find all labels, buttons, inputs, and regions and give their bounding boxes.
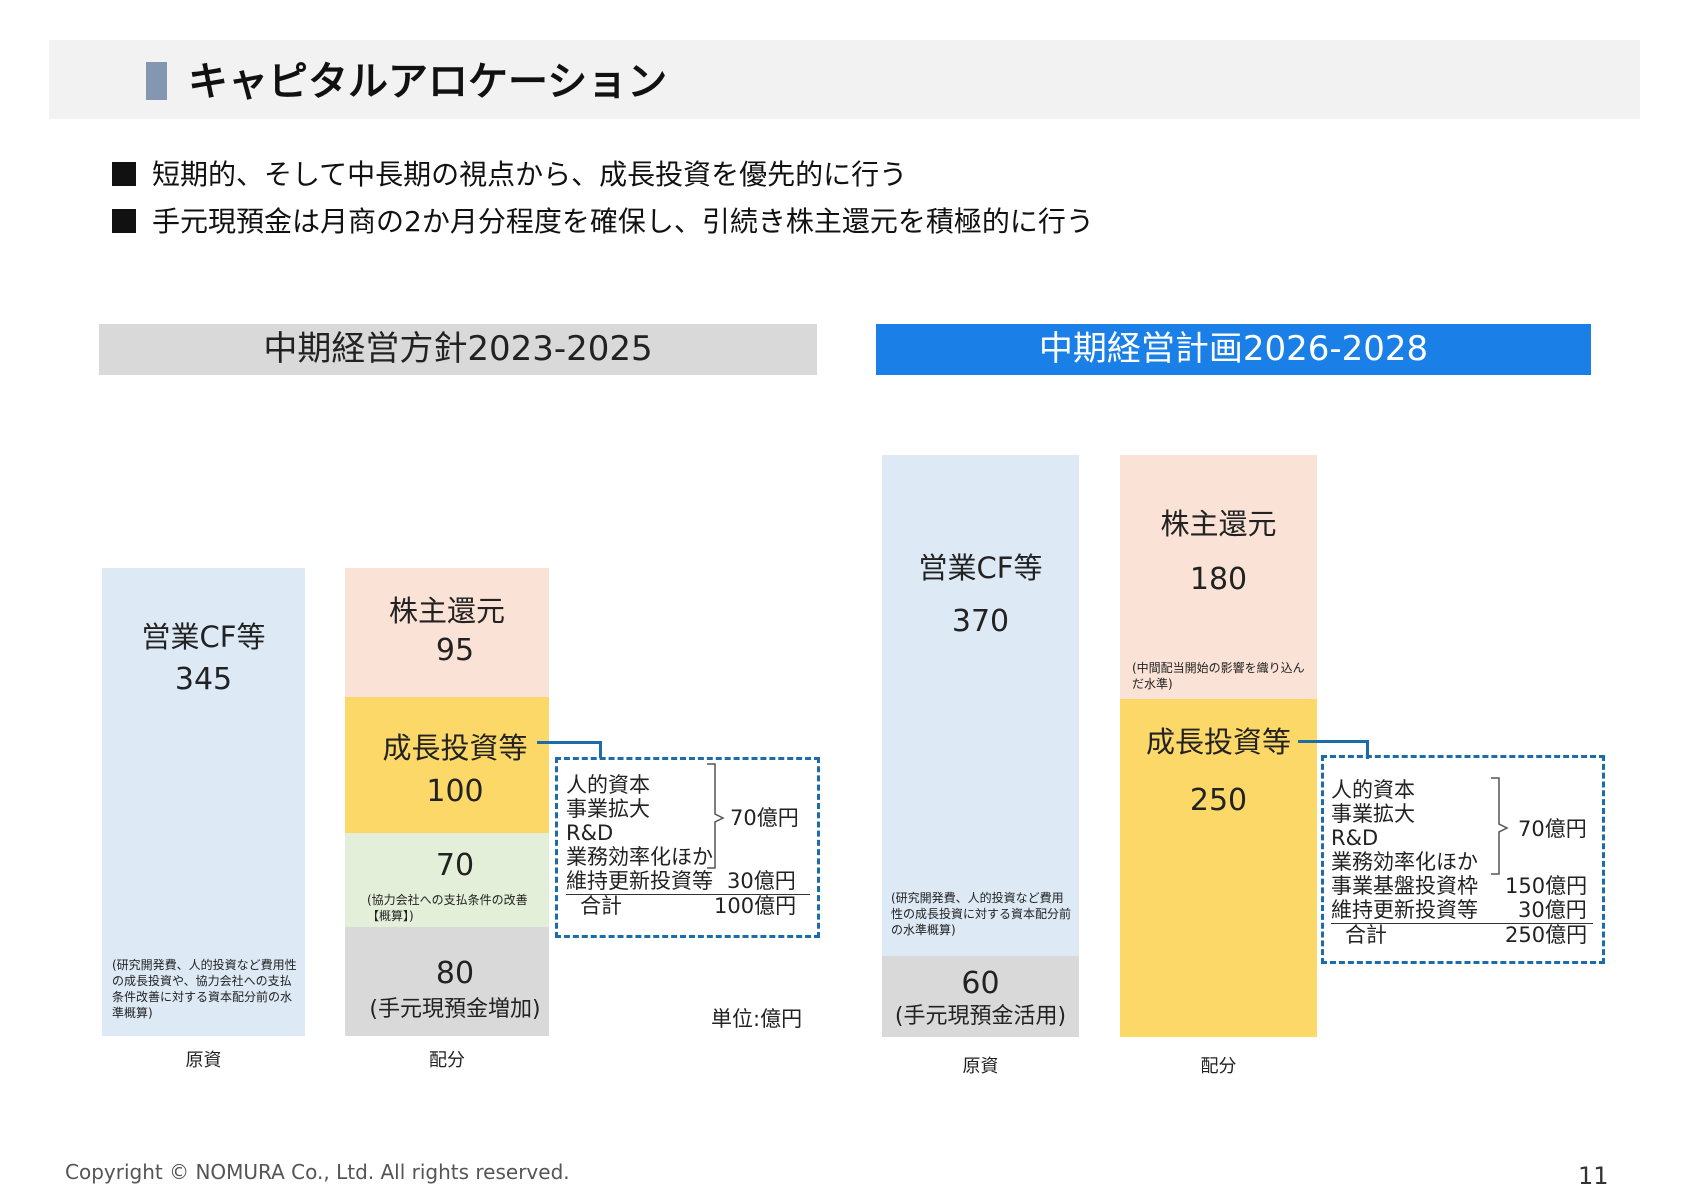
breakdown-row-amount: 30億円 <box>1518 898 1587 922</box>
breakdown-total-amount: 100億円 <box>714 894 797 918</box>
bar-label-operating-cf: 営業CF等 <box>141 620 266 654</box>
breakdown-item: 人的資本 <box>1331 778 1415 802</box>
plan-section-header: 中期経営計画2026-2028 <box>876 324 1591 375</box>
breakdown-row-amount: 150億円 <box>1505 874 1588 898</box>
breakdown-row-label: 維持更新投資等 <box>1331 898 1478 922</box>
breakdown-brace-icon <box>707 763 725 869</box>
growth-connector-line <box>537 741 602 758</box>
policy-section-header: 中期経営方針2023-2025 <box>99 324 817 375</box>
page-title: キャピタルアロケーション <box>188 59 668 105</box>
bullet-2: 手元現預金は月商の2か月分程度を確保し、引続き株主還元を積極的に行う <box>112 204 1094 240</box>
bar-shareholder-return <box>1120 455 1317 699</box>
breakdown-item: R&D <box>566 821 614 845</box>
bullet-square-icon <box>112 209 136 233</box>
bar-note-shareholder-return: (中間配当開始の影響を織り込んだ水準) <box>1132 661 1305 691</box>
bar-note-operating-cf: (研究開発費、人的投資など費用性の成長投資や、協力会社への支払条件改善に対する資… <box>112 958 297 1020</box>
bar-label-operating-cf: 営業CF等 <box>918 551 1043 585</box>
bullet-square-icon <box>112 162 136 186</box>
x-tick-label: 配分 <box>429 1050 465 1071</box>
copyright: Copyright © NOMURA Co., Ltd. All rights … <box>65 1160 570 1184</box>
page-number: 11 <box>1578 1162 1609 1190</box>
growth-breakdown-box <box>1321 755 1605 964</box>
breakdown-item: 業務効率化ほか <box>1331 850 1478 874</box>
breakdown-item: 事業拡大 <box>1331 802 1415 826</box>
breakdown-item: R&D <box>1331 826 1379 850</box>
breakdown-total-amount: 250億円 <box>1505 923 1588 947</box>
bar-note-partner-terms: (協力会社への支払条件の改善【概算】) <box>367 893 528 923</box>
bar-partner-terms <box>345 832 549 928</box>
bar-value-growth-investment: 250 <box>1189 783 1248 818</box>
breakdown-item: 事業拡大 <box>566 797 650 821</box>
bar-shareholder-return <box>345 568 549 697</box>
bar-source-operating-cf <box>882 455 1079 956</box>
bar-cash-increase <box>345 927 549 1036</box>
bar-label-growth-investment: 成長投資等 <box>382 731 528 765</box>
unit-label: 単位:億円 <box>711 1007 803 1031</box>
breakdown-grouped-amount: 70億円 <box>730 806 799 830</box>
breakdown-row-label: 維持更新投資等 <box>566 869 713 893</box>
bar-label-cash-increase: (手元現預金増加) <box>369 997 541 1022</box>
bar-value-cash-usage: 60 <box>961 966 1000 1001</box>
breakdown-row-label: 事業基盤投資枠 <box>1331 874 1478 898</box>
breakdown-item: 人的資本 <box>566 773 650 797</box>
growth-connector-line <box>1298 740 1369 759</box>
breakdown-total-divider <box>1331 923 1593 924</box>
growth-breakdown-box <box>555 757 820 938</box>
bar-value-shareholder-return: 95 <box>435 633 475 668</box>
bar-label-cash-usage: (手元現預金活用) <box>894 1004 1067 1029</box>
bullet-1-text: 短期的、そして中長期の視点から、成長投資を優先的に行う <box>152 158 908 191</box>
x-tick-label: 原資 <box>962 1056 999 1077</box>
bar-value-cash-increase: 80 <box>435 956 475 991</box>
bar-note-operating-cf: (研究開発費、人的投資など費用性の成長投資に対する資本配分前の水準概算) <box>891 891 1072 937</box>
bar-value-shareholder-return: 180 <box>1189 562 1248 597</box>
breakdown-total-label: 合計 <box>1345 923 1387 947</box>
bar-growth-investment <box>345 696 549 833</box>
bullet-1: 短期的、そして中長期の視点から、成長投資を優先的に行う <box>112 157 907 193</box>
breakdown-item: 業務効率化ほか <box>566 845 713 869</box>
bar-value-growth-investment: 100 <box>426 774 484 809</box>
bar-label-shareholder-return: 株主還元 <box>1160 507 1277 541</box>
bar-cash-usage <box>882 955 1079 1037</box>
x-tick-label: 原資 <box>185 1050 222 1071</box>
breakdown-brace-icon <box>1491 777 1509 875</box>
x-tick-label: 配分 <box>1200 1056 1237 1077</box>
bar-value-operating-cf: 370 <box>951 604 1010 639</box>
breakdown-grouped-amount: 70億円 <box>1518 817 1587 841</box>
bar-label-growth-investment: 成長投資等 <box>1145 725 1291 759</box>
bar-value-partner-terms: 70 <box>435 848 475 883</box>
bar-value-operating-cf: 345 <box>174 662 233 697</box>
title-band <box>49 40 1640 119</box>
title-accent-mark <box>146 62 167 100</box>
breakdown-total-divider <box>566 894 810 895</box>
bar-source-operating-cf <box>102 568 305 1036</box>
bar-label-shareholder-return: 株主還元 <box>388 594 505 628</box>
breakdown-total-label: 合計 <box>580 894 622 918</box>
bullet-2-text: 手元現預金は月商の2か月分程度を確保し、引続き株主還元を積極的に行う <box>152 205 1094 238</box>
bar-growth-investment <box>1120 698 1317 1037</box>
breakdown-row-amount: 30億円 <box>727 869 796 893</box>
